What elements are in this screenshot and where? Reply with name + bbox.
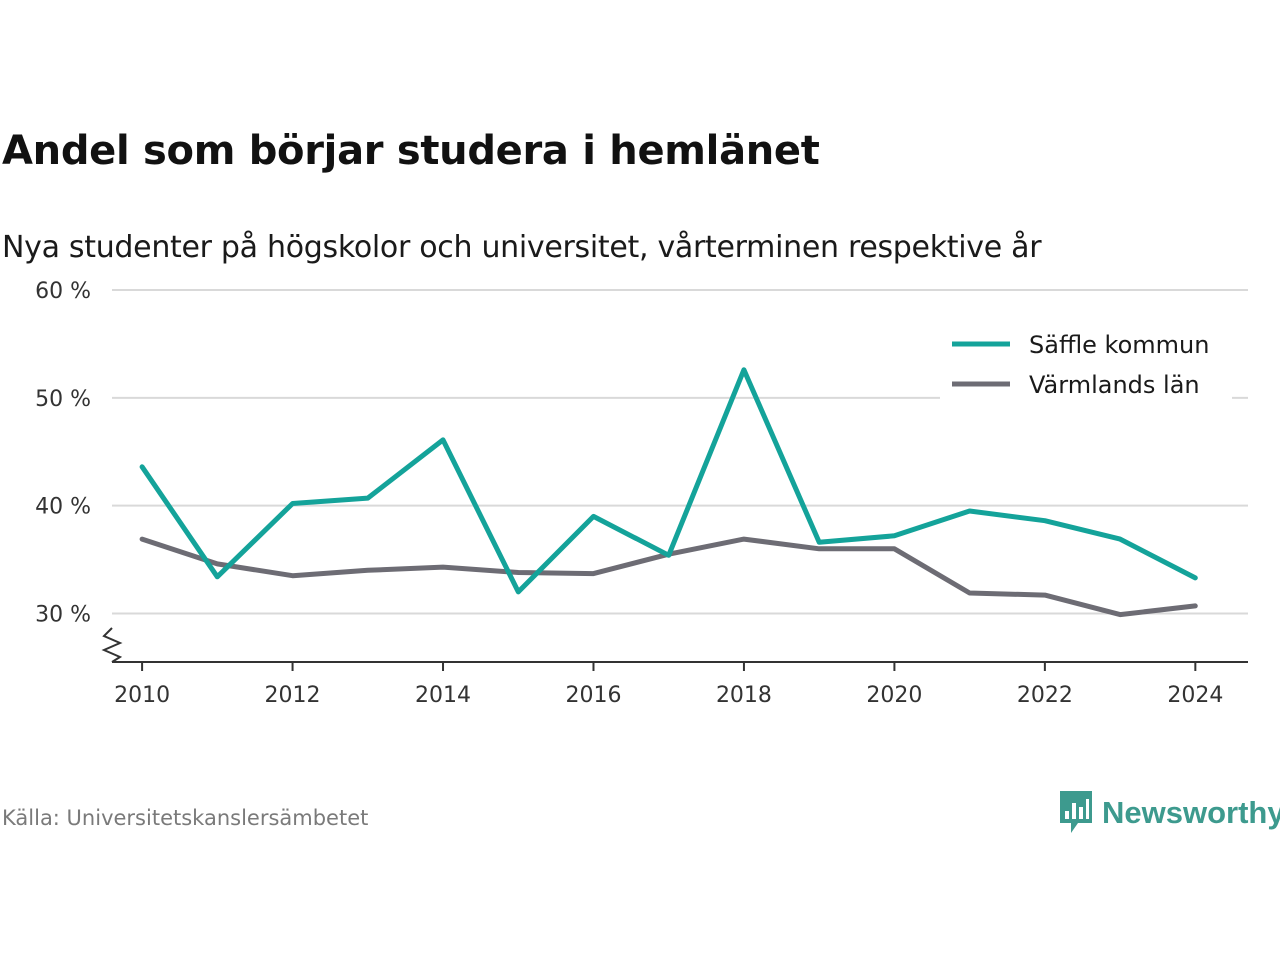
- series-lines: [139, 367, 1198, 618]
- brand-logo[interactable]: Newsworthy: [1058, 788, 1280, 838]
- y-tick-label: 50 %: [35, 387, 91, 412]
- source-note: Källa: Universitetskanslersämbetet: [2, 806, 369, 830]
- y-tick-label: 30 %: [35, 602, 91, 627]
- x-tick-label: 2016: [565, 683, 621, 708]
- x-tick-label: 2022: [1017, 683, 1073, 708]
- newsworthy-logo-icon: [1060, 791, 1092, 833]
- x-tick-label: 2012: [265, 683, 321, 708]
- chart-subtitle: Nya studenter på högskolor och universit…: [2, 230, 1042, 265]
- x-axis-ticks: 2010 2012 2014 2016 2018 2020 2022 2024: [114, 662, 1223, 708]
- legend: Säffle kommun Värmlands län: [940, 322, 1232, 412]
- x-tick-label: 2018: [716, 683, 772, 708]
- series-line: [139, 367, 1198, 595]
- x-axis: [101, 627, 1248, 663]
- chart-title: Andel som börjar studera i hemlänet: [2, 128, 820, 174]
- legend-label: Säffle kommun: [1029, 331, 1209, 359]
- y-axis-break-icon: [101, 627, 123, 663]
- x-tick-label: 2014: [415, 683, 471, 708]
- x-tick-label: 2010: [114, 683, 170, 708]
- x-tick-label: 2020: [866, 683, 922, 708]
- brand-name: Newsworthy: [1102, 795, 1280, 830]
- legend-background: [940, 322, 1232, 412]
- x-tick-label: 2024: [1167, 683, 1223, 708]
- y-tick-label: 60 %: [35, 279, 91, 304]
- y-tick-label: 40 %: [35, 495, 91, 520]
- legend-label: Värmlands län: [1029, 371, 1200, 399]
- y-axis-ticks: 30 % 40 % 50 % 60 %: [35, 279, 91, 627]
